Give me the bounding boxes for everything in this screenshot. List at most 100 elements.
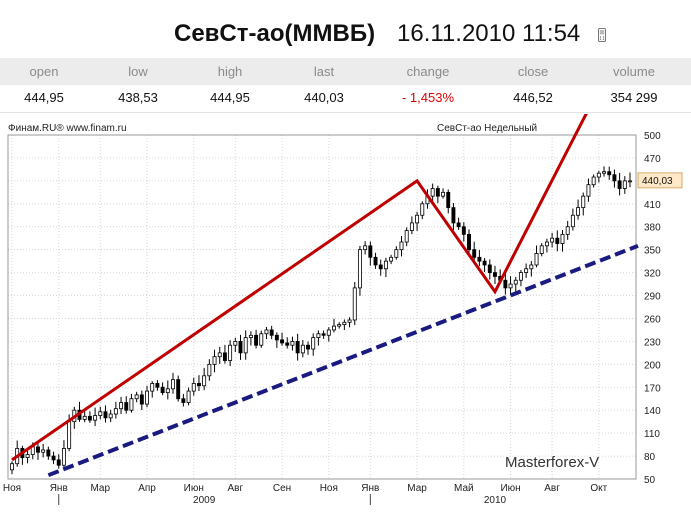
candle-body-down	[36, 446, 40, 453]
candle-body-down	[477, 256, 482, 262]
candle	[196, 375, 201, 391]
candle	[612, 169, 617, 188]
candle-body-up	[129, 398, 134, 411]
candle-body-up	[186, 390, 191, 403]
candle-body-up	[570, 214, 575, 228]
price-chart[interactable]: Финам.RU® www.finam.ru СевСт-ао Недельны…	[0, 114, 691, 518]
candle-body-up	[202, 375, 207, 387]
candle	[134, 391, 139, 403]
candle	[139, 390, 144, 411]
y-tick-label: 200	[644, 360, 661, 371]
candle	[524, 263, 529, 278]
candle-body-down	[493, 272, 497, 277]
candle-body-up	[41, 449, 46, 453]
candle-body-up	[233, 340, 238, 346]
candle	[555, 230, 560, 252]
candle	[171, 372, 175, 394]
candle	[435, 185, 440, 204]
y-tick-label: 470	[644, 154, 661, 165]
quote-header-low: low	[128, 64, 148, 79]
candle	[472, 241, 477, 261]
candle-body-up	[134, 394, 139, 400]
candle	[259, 330, 264, 348]
candle	[51, 451, 56, 465]
candle	[228, 340, 233, 367]
trend-line-red	[11, 114, 588, 462]
candle	[441, 188, 446, 199]
candle-body-down	[139, 394, 144, 405]
candle-body-up	[342, 321, 347, 325]
last-price-label: 440,03	[642, 176, 673, 187]
candle	[347, 317, 352, 328]
candle	[113, 401, 118, 419]
quote-header-close: close	[517, 64, 549, 79]
candle-body-down	[467, 233, 471, 251]
candle	[430, 183, 435, 204]
candle	[41, 443, 46, 458]
candle-body-down	[612, 174, 617, 182]
candle-body-down	[321, 333, 326, 336]
candle	[373, 252, 378, 269]
candle	[56, 454, 61, 469]
candle	[248, 331, 253, 346]
candle	[352, 281, 357, 326]
candle	[290, 336, 295, 351]
candle-body-up	[602, 171, 606, 174]
candle-body-down	[378, 264, 383, 270]
quote-header-open: open	[29, 64, 59, 79]
candle	[518, 269, 523, 287]
candle-body-up	[539, 245, 544, 254]
candle	[622, 176, 627, 194]
y-tick-label: 170	[644, 383, 661, 394]
quote-value-last: 440,03	[304, 90, 344, 105]
candle-body-up	[171, 379, 175, 390]
candle	[274, 332, 279, 348]
candle-body-up	[113, 408, 118, 415]
candle	[539, 243, 544, 257]
candle	[451, 203, 456, 231]
candle	[217, 346, 222, 364]
candle	[46, 446, 51, 460]
candle	[233, 337, 238, 353]
candle	[269, 325, 274, 340]
quote-value-volume: 354 299	[610, 90, 658, 105]
candle	[446, 189, 451, 214]
candle	[285, 337, 290, 349]
candle-body-up	[217, 352, 222, 358]
candle-body-down	[56, 459, 61, 466]
candle-body-up	[61, 448, 66, 466]
candle	[93, 407, 98, 427]
candle	[207, 359, 212, 381]
candle-body-down	[124, 402, 129, 411]
candle-body-up	[311, 337, 316, 350]
x-tick-label: Янв	[361, 483, 379, 494]
candle-body-up	[560, 233, 565, 244]
candle	[311, 333, 316, 356]
candle	[570, 208, 575, 231]
candle-body-up	[383, 260, 388, 270]
quote-header-change: change	[406, 64, 450, 79]
support-line-dashed	[47, 243, 639, 478]
candle	[415, 211, 420, 231]
candle-body-down	[51, 455, 56, 461]
header: СевСт-ао(ММВБ) 16.11.2010 11:54	[0, 0, 691, 58]
candle-body-up	[628, 180, 632, 183]
candle	[529, 261, 534, 277]
x-tick-label: Ноя	[320, 483, 338, 494]
candle-body-down	[181, 398, 186, 403]
quote-header-high: high	[217, 64, 243, 79]
candle-body-down	[269, 329, 274, 336]
candle-body-up	[409, 222, 414, 231]
candle	[243, 330, 248, 360]
candle	[607, 166, 612, 180]
candle-body-up	[404, 230, 409, 243]
y-tick-label: 410	[644, 200, 661, 211]
candle	[342, 319, 347, 330]
candle-body-up	[228, 344, 233, 361]
candle-body-down	[46, 449, 51, 457]
x-tick-label: Май	[454, 483, 474, 494]
instrument-title: СевСт-ао(ММВБ)	[174, 20, 376, 47]
candle	[337, 322, 342, 329]
candle-body-up	[441, 191, 446, 197]
mobile-phone-icon[interactable]	[598, 28, 606, 42]
